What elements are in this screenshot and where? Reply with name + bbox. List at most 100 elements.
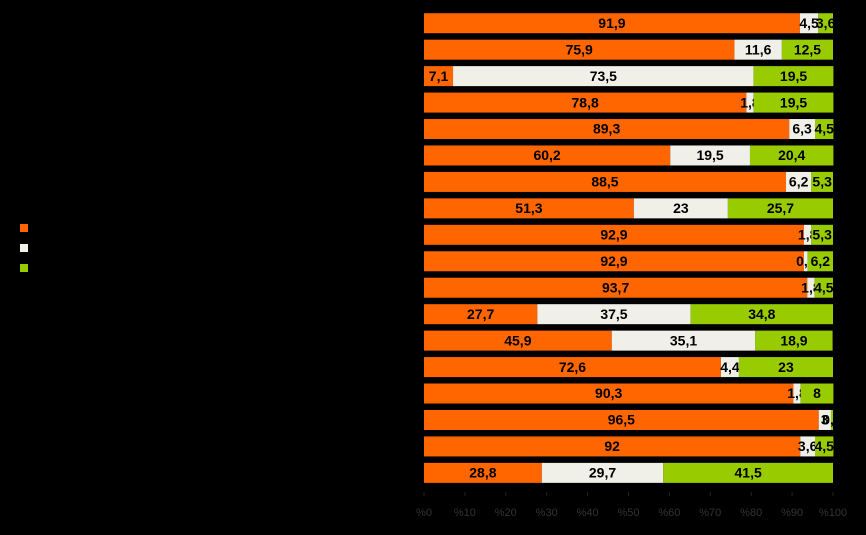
bar-segment [753,66,834,87]
x-tick-label: %40 [577,507,599,519]
value-label: 0,5 [822,412,842,428]
bar-segment [799,13,819,34]
bar-segment [734,39,782,60]
bar-segment [781,39,833,60]
bar-segment [800,436,816,457]
x-tick-label: %0 [416,507,432,519]
bar-segment [800,383,834,404]
bar-segment [727,198,833,219]
bar-segment [424,145,671,166]
bar-segment [424,436,801,457]
value-label: 4,5 [814,121,834,137]
value-label: 91,9 [598,15,625,31]
bar-segment [424,383,794,404]
value-label: 4,5 [814,279,834,295]
bar-segment [541,462,664,483]
bar-segment [424,13,800,34]
value-label: 35,1 [670,332,697,348]
value-label: 60,2 [533,147,560,163]
bar-segment [611,330,756,351]
bar-segment [720,357,739,378]
bar-segment [663,462,833,483]
value-label: 78,8 [572,94,599,110]
bar-segment [755,330,833,351]
bar-segment [453,66,754,87]
value-label: 19,5 [780,94,807,110]
bar-segment [830,409,833,430]
bar-segment [424,66,454,87]
value-label: 93,7 [602,279,629,295]
value-label: 23 [778,359,794,375]
value-label: 4,4 [720,359,740,375]
x-tick-label: %90 [781,507,803,519]
value-label: 72,6 [559,359,586,375]
bar-segment [807,251,833,272]
bar-segment [793,383,801,404]
value-label: 92,9 [600,227,627,243]
value-label: 92 [604,438,620,454]
bar-segment [753,92,834,113]
value-label: 75,9 [566,41,593,57]
value-label: 4,5 [814,438,834,454]
bar-segment [815,119,834,140]
value-label: 12,5 [794,41,821,57]
bar-segment [424,198,634,219]
bar-segment [811,224,833,245]
bar-segment [424,357,721,378]
bar-segment [424,330,612,351]
x-tick-label: %10 [454,507,476,519]
value-label: 3 [821,412,829,428]
value-label: 3,6 [798,438,818,454]
bar-segment [818,409,831,430]
value-label: 27,7 [467,306,494,322]
legend-swatch [20,224,28,232]
value-label: 8 [813,385,821,401]
x-tick-label: %60 [658,507,680,519]
value-label: 18,9 [780,332,807,348]
bar-segment [424,462,542,483]
bar-segment [803,251,808,272]
value-label: 19,5 [780,68,807,84]
value-label: 23 [673,200,689,216]
value-label: 88,5 [591,174,618,190]
bar-segment [789,119,816,140]
bar-segment [746,92,754,113]
value-label: 92,9 [600,253,627,269]
bar-segment [424,304,538,325]
value-label: 90,3 [595,385,622,401]
bar-segment [670,145,750,166]
value-label: 5,3 [812,227,832,243]
value-label: 37,5 [600,306,627,322]
value-label: 20,4 [778,147,805,163]
value-label: 6,2 [811,253,831,269]
bar-segment [807,277,815,298]
bar-segment [811,171,833,192]
x-tick-label: %70 [699,507,721,519]
value-label: 4,5 [799,15,819,31]
legend-swatch [20,244,28,252]
bar-segment [424,171,786,192]
bar-segment [424,119,790,140]
value-label: 96,5 [608,412,635,428]
bar-segment [690,304,833,325]
bar-segment [738,357,833,378]
value-label: 89,3 [593,121,620,137]
bar-segment [424,92,747,113]
value-label: 5,3 [812,174,832,190]
bar-segment [424,409,819,430]
bar-segment [803,224,812,245]
value-label: 28,8 [469,465,496,481]
value-label: 6,2 [789,174,809,190]
bar-segment [785,171,812,192]
legend-swatch [20,264,28,272]
value-label: 6,3 [792,121,812,137]
value-label: 11,6 [745,41,772,57]
bar-segment [633,198,728,219]
value-label: 73,5 [590,68,617,84]
bar-segment [424,277,808,298]
bar-segment [818,13,833,34]
bar-segment [424,251,804,272]
value-label: 19,5 [696,147,723,163]
bar-segment [424,224,804,245]
